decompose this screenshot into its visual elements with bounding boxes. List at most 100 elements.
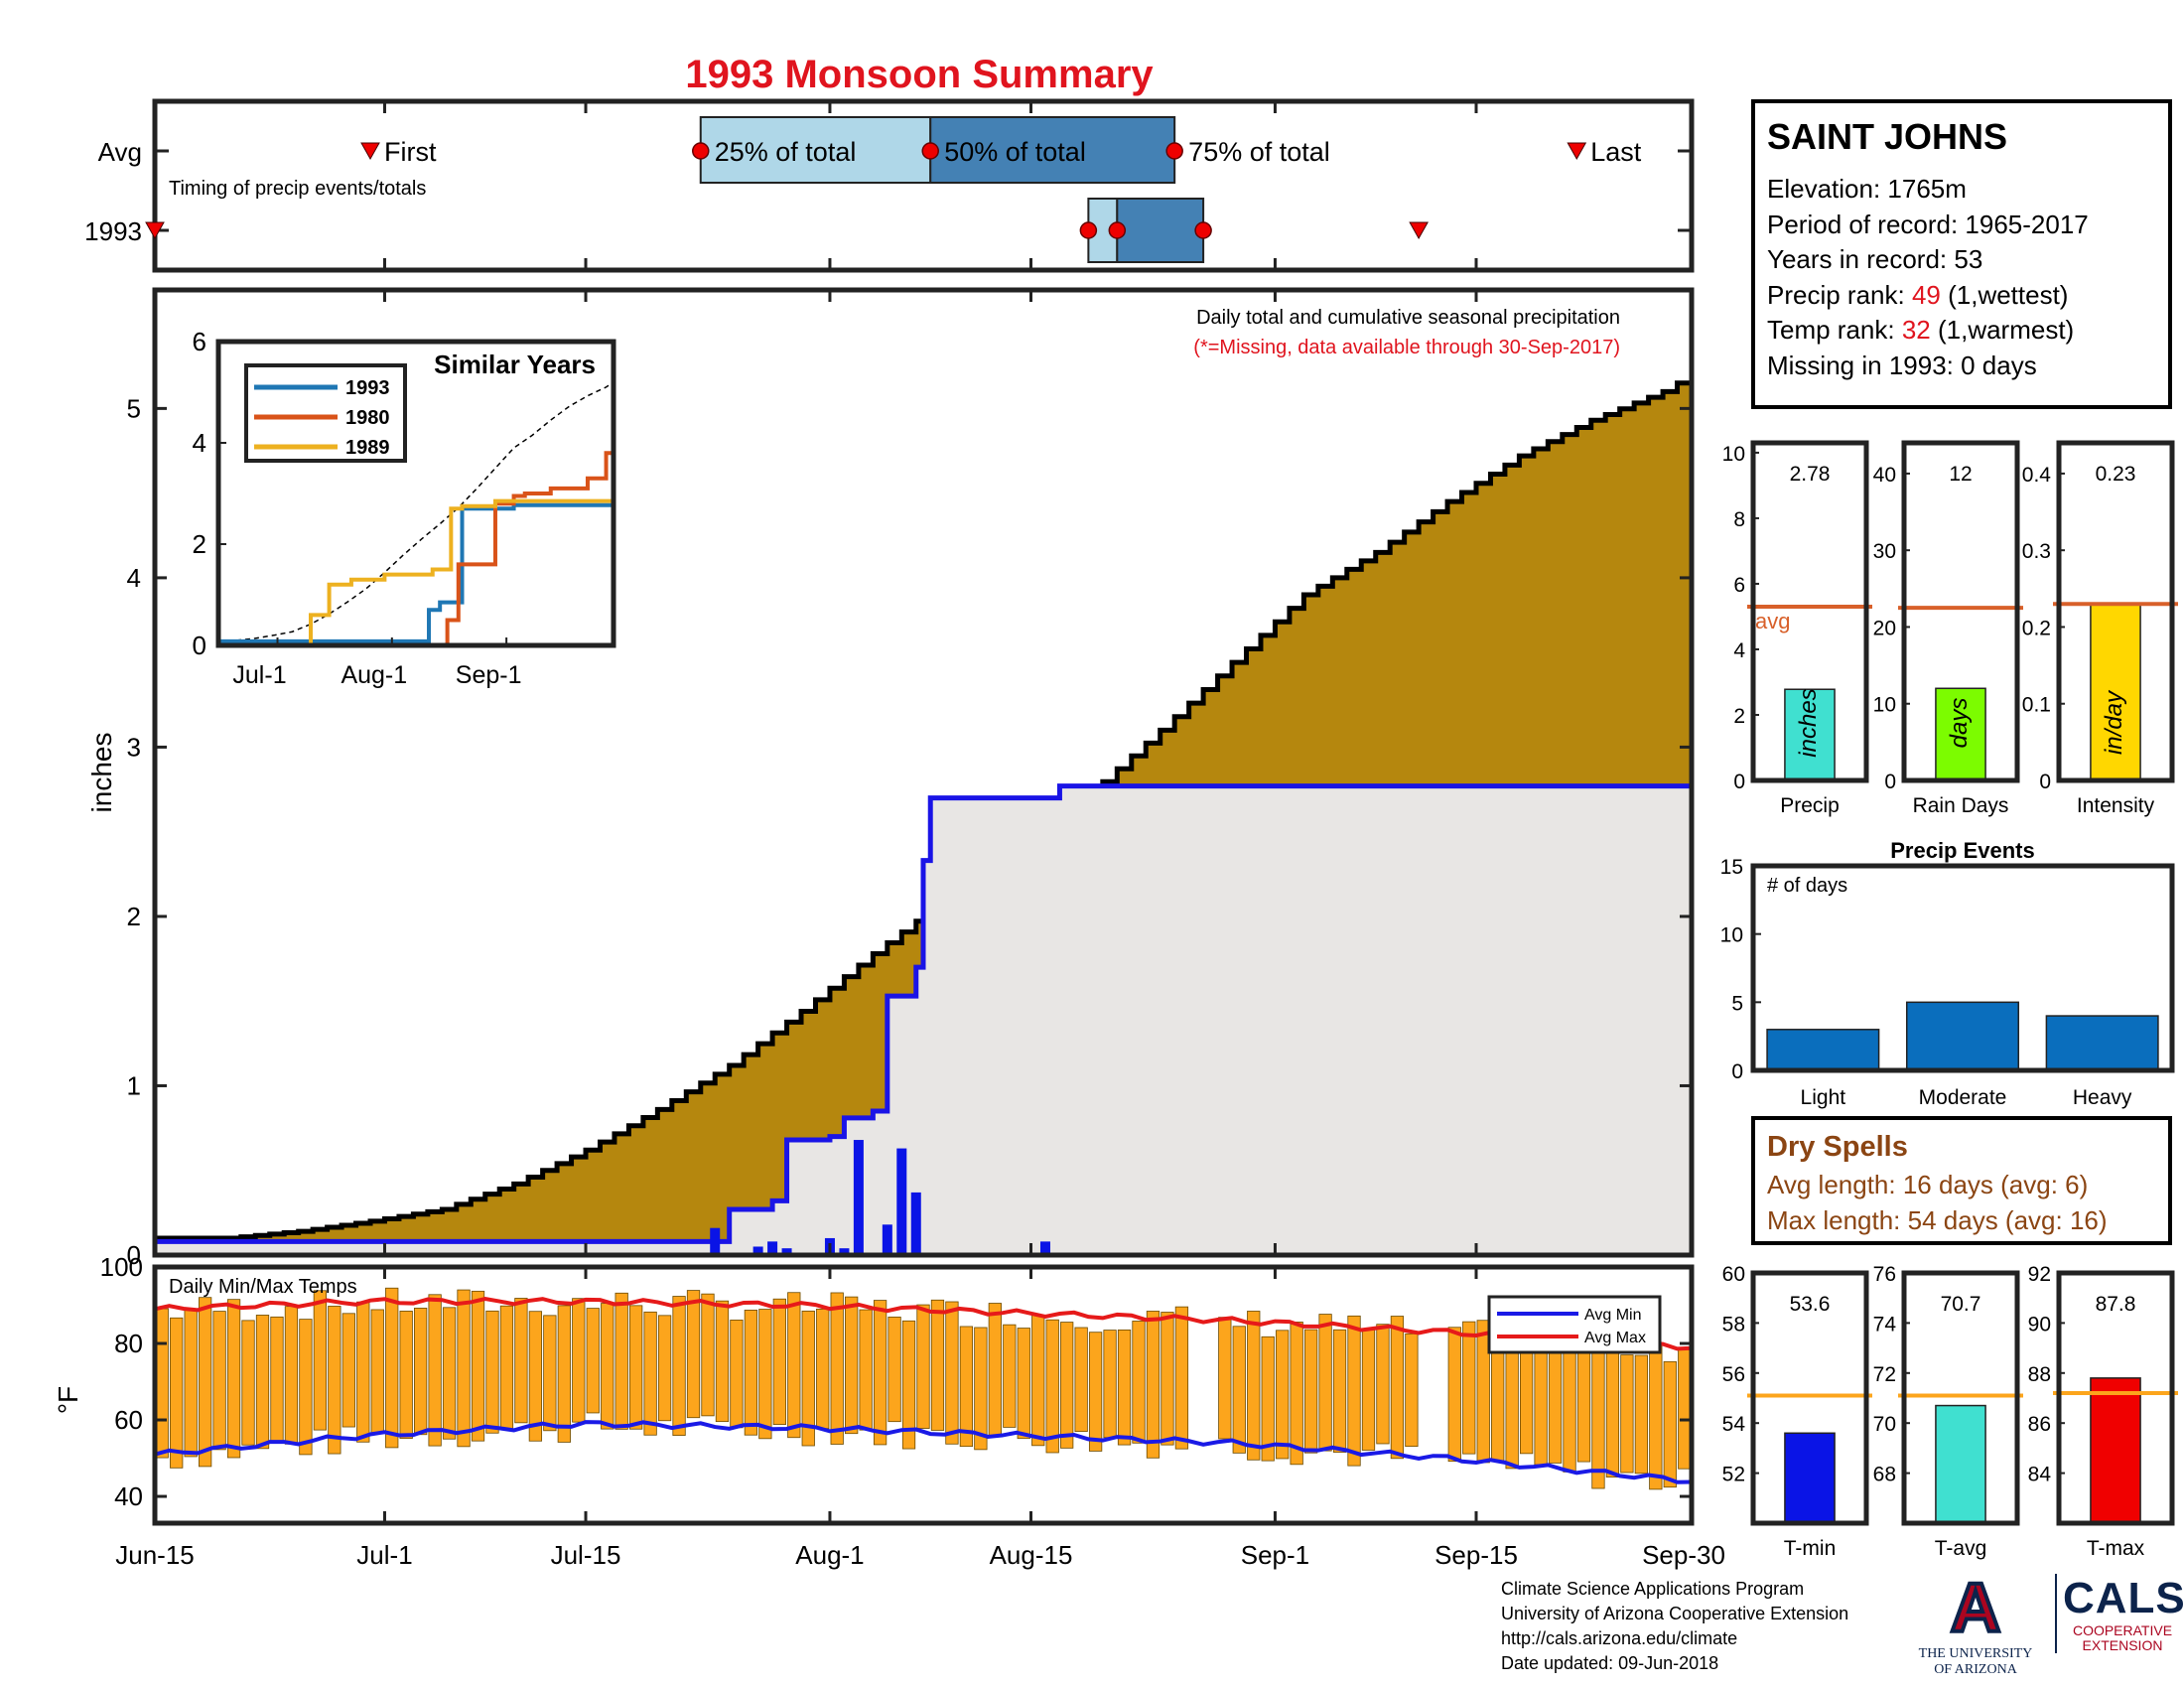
timing-year-last-marker <box>1409 221 1429 240</box>
daily-temp-bar <box>772 1298 786 1425</box>
footer-line3[interactable]: http://cals.arizona.edu/climate <box>1501 1628 1738 1648</box>
precip-ytick-label: 4 <box>127 563 141 593</box>
inset-ytick-label: 2 <box>193 529 206 559</box>
station-box: SAINT JOHNS Elevation: 1765m Period of r… <box>1751 99 2172 409</box>
daily-temp-bar <box>686 1290 701 1419</box>
daily-precip-bar <box>839 1248 850 1255</box>
events-xtick-label: Heavy <box>2073 1086 2132 1109</box>
daily-precip-bar <box>710 1227 721 1255</box>
temp-ylabel: °F <box>53 1386 83 1414</box>
mini-temp-0-ytick-label: 54 <box>1722 1413 1746 1436</box>
mini-temp-2-ytick-label: 90 <box>2028 1313 2051 1336</box>
daily-temp-bar <box>586 1308 600 1414</box>
daily-temp-bar <box>399 1311 413 1440</box>
mini-temp-0-ytick-label: 60 <box>1722 1263 1745 1286</box>
daily-temp-bar <box>313 1290 328 1431</box>
mini-precip-0-frame <box>1750 440 1869 783</box>
mini-precip-0-ytick-label: 8 <box>1733 508 1745 531</box>
daily-precip-bar <box>882 1224 892 1255</box>
mini-precip-1-ytick-label: 40 <box>1873 464 1896 487</box>
mini-precip-1-label: Rain Days <box>1913 794 2009 817</box>
daily-temp-bar <box>255 1315 270 1450</box>
mini-precip-1-ytick-label: 20 <box>1873 617 1896 639</box>
footer-line1: Climate Science Applications Program <box>1501 1579 1805 1599</box>
university-of-arizona-logo: A THE UNIVERSITY OF ARIZONA <box>1911 1567 2040 1678</box>
precip-plot-frame <box>152 287 1695 1258</box>
mini-temp-charts: 52 54 56 58 60 53.6 T-min 68 70 72 74 76 70.7 T-avg 84… <box>1722 1263 2178 1560</box>
mini-temp-1-bar <box>1935 1404 1986 1524</box>
mini-temp-0-bar <box>1784 1432 1836 1524</box>
temp-legend-box <box>1487 1295 1662 1354</box>
daily-temp-bar <box>1017 1328 1030 1440</box>
daily-temp-bar <box>845 1296 859 1435</box>
timing-year-marker <box>1079 221 1098 239</box>
daily-temp-bar <box>643 1311 657 1436</box>
time-xtick-label: Sep-1 <box>1241 1540 1309 1570</box>
mini-precip-0-ytick-label: 2 <box>1733 705 1745 728</box>
daily-temp-bar <box>514 1298 528 1424</box>
daily-temp-bar <box>485 1310 499 1434</box>
mini-precip-0-avg-label: avg <box>1755 609 1790 633</box>
time-xtick-label: Aug-1 <box>795 1540 864 1570</box>
svg-text:A: A <box>1951 1574 2001 1637</box>
timing-year-marker <box>1194 221 1212 239</box>
timing-last-label: Last <box>1590 137 1642 167</box>
daily-temp-bar <box>730 1320 744 1429</box>
station-temp-rank: Temp rank: 32 (1,warmest) <box>1767 315 2074 345</box>
daily-temp-bar <box>1649 1344 1663 1490</box>
daily-temp-bar <box>284 1306 299 1445</box>
timing-panel: Avg 1993 Timing of precip events/totals 25%… <box>84 98 1695 273</box>
mini-temp-2-frame <box>2056 1270 2175 1526</box>
footer-credits: Climate Science Applications Program Uni… <box>1501 1577 1848 1676</box>
mini-precip-1-bar <box>1935 687 1986 781</box>
timing-year-first-marker <box>145 221 165 240</box>
mini-precip-2-unit-label: in/day <box>2101 689 2127 755</box>
time-xtick-label: Sep-15 <box>1434 1540 1518 1570</box>
events-bar-moderate <box>1905 1001 2020 1071</box>
daily-temp-bar <box>370 1309 384 1434</box>
events-ytick-label: 10 <box>1720 924 1743 947</box>
daily-temp-bar <box>1060 1322 1074 1449</box>
mini-temp-1-ytick-label: 68 <box>1873 1464 1896 1486</box>
daily-temp-bar <box>601 1303 614 1430</box>
daily-temp-bar <box>226 1299 241 1459</box>
events-title: Precip Events <box>1890 838 2035 863</box>
mini-temp-0-value-label: 53.6 <box>1790 1293 1831 1316</box>
daily-temp-bar <box>930 1299 945 1431</box>
daily-temp-bar <box>657 1315 672 1422</box>
mini-precip-0-ytick-label: 4 <box>1733 639 1745 662</box>
daily-temp-bar <box>1218 1317 1232 1440</box>
precip-ytick-label: 0 <box>127 1240 141 1270</box>
daily-temp-bar <box>356 1301 370 1443</box>
daily-temp-bar <box>1361 1329 1376 1451</box>
footer-line4: Date updated: 09-Jun-2018 <box>1501 1653 1719 1673</box>
daily-temp-bar <box>916 1304 930 1429</box>
daily-temp-bar <box>887 1316 901 1423</box>
temp-ytick-label: 100 <box>100 1252 143 1282</box>
station-missing: Missing in 1993: 0 days <box>1767 351 2037 380</box>
avg-min-line <box>154 1420 1693 1484</box>
timing-year-box-50-75 <box>1116 198 1205 263</box>
daily-temp-bar <box>988 1303 1002 1437</box>
daily-temp-bar <box>1405 1333 1419 1448</box>
timing-p50-label: 50% of total <box>944 137 1086 167</box>
timing-p25-label: 25% of total <box>715 137 857 167</box>
daily-temp-bar <box>385 1287 399 1449</box>
mini-precip-2-ytick-label: 0.4 <box>2022 464 2052 487</box>
daily-temp-bar <box>457 1289 471 1448</box>
mini-precip-2-frame <box>2056 440 2175 783</box>
daily-temp-bar <box>1031 1315 1045 1447</box>
mini-temp-2-label: T-max <box>2087 1537 2145 1560</box>
mini-precip-1-unit-label: days <box>1946 698 1973 749</box>
precip-missing-note: (*=Missing, data available through 30-Se… <box>1193 337 1620 358</box>
similar-years-inset: 0 2 4 6 Jul-1 Aug-1 Sep-1 Similar Years 1993 1980… <box>193 327 616 689</box>
mini-precip-1-ytick-label: 0 <box>1884 771 1896 793</box>
daily-temp-bar <box>543 1315 557 1432</box>
daily-temp-bar <box>816 1308 830 1430</box>
daily-temp-bar <box>614 1292 628 1430</box>
daily-temp-bar <box>758 1309 772 1440</box>
mini-precip-0-ytick-label: 0 <box>1733 771 1745 793</box>
mini-precip-0-ytick-label: 10 <box>1722 443 1745 466</box>
inset-series-line-1980 <box>218 451 614 647</box>
